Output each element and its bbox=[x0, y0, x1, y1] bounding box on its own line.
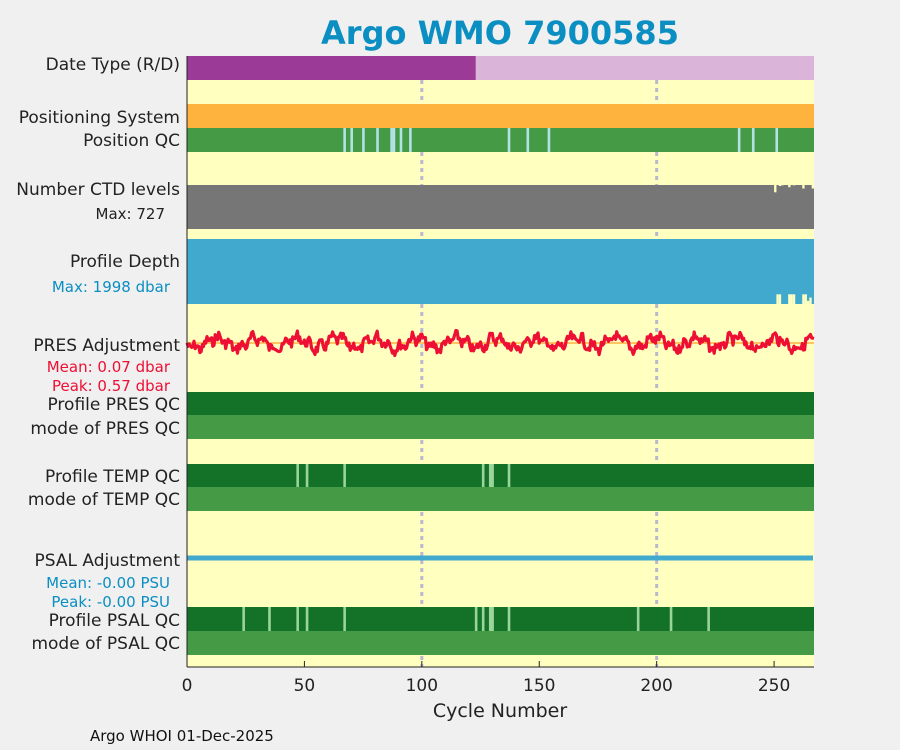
ctd-levels-dip bbox=[778, 183, 782, 186]
chart-title: Argo WMO 7900585 bbox=[321, 14, 679, 52]
label-profile-psal-qc: Profile PSAL QC bbox=[49, 611, 180, 631]
profile-psal-qc-mark bbox=[491, 607, 494, 631]
profile-depth-dip bbox=[802, 294, 805, 304]
label-mode-temp-qc: mode of TEMP QC bbox=[28, 490, 180, 510]
ctd-levels-dip bbox=[774, 183, 777, 193]
label-position-qc: Position QC bbox=[83, 131, 180, 151]
profile-temp-qc-mark bbox=[488, 464, 492, 487]
plot-background bbox=[187, 56, 814, 667]
position-qc-mark bbox=[390, 128, 393, 152]
position-qc-mark bbox=[362, 128, 365, 152]
x-axis: 0 50 100 150 200 250 bbox=[182, 56, 814, 696]
profile-depth-dip bbox=[804, 294, 807, 304]
position-qc-mark bbox=[547, 128, 551, 152]
position-qc-mark bbox=[376, 128, 379, 152]
profile-temp-qc-mark bbox=[296, 464, 299, 487]
x-tick-label: 50 bbox=[294, 676, 316, 696]
profile-psal-qc-mark bbox=[343, 607, 346, 631]
label-pres-mean: Mean: 0.07 dbar bbox=[47, 358, 171, 376]
x-axis-label: Cycle Number bbox=[433, 700, 567, 722]
profile-depth-dip bbox=[788, 294, 791, 304]
label-mode-psal-qc: mode of PSAL QC bbox=[31, 634, 180, 654]
x-tick-label: 0 bbox=[182, 676, 193, 696]
mode-temp-qc-bar bbox=[187, 487, 814, 511]
profile-temp-qc-mark bbox=[491, 464, 494, 487]
profile-psal-qc-mark bbox=[488, 607, 492, 631]
mode-psal-qc-bar bbox=[187, 631, 814, 655]
label-pres-peak: Peak: 0.57 dbar bbox=[52, 377, 171, 395]
label-mode-pres-qc: mode of PRES QC bbox=[30, 419, 180, 439]
label-psal-mean: Mean: -0.00 PSU bbox=[46, 574, 170, 592]
x-tick-label: 100 bbox=[406, 676, 438, 696]
ctd-levels-dip bbox=[811, 183, 814, 189]
label-psal-adjustment: PSAL Adjustment bbox=[35, 551, 181, 571]
position-qc-mark bbox=[409, 128, 412, 152]
profile-temp-qc-mark bbox=[305, 464, 309, 487]
profile-psal-qc-mark bbox=[669, 607, 673, 631]
profile-depth-dip bbox=[790, 294, 793, 304]
label-positioning-system: Positioning System bbox=[19, 108, 180, 128]
label-ctd-max: Max: 727 bbox=[96, 205, 165, 223]
profile-temp-qc-mark bbox=[507, 464, 511, 487]
ctd-levels-dip bbox=[792, 183, 796, 186]
profile-depth-dip bbox=[809, 297, 812, 304]
position-qc-mark bbox=[751, 128, 755, 152]
profile-depth-dip bbox=[778, 294, 782, 304]
profile-temp-qc-mark bbox=[343, 464, 346, 487]
profile-temp-qc-mark bbox=[481, 464, 485, 487]
profile-pres-qc-bar bbox=[187, 392, 814, 415]
ctd-levels-dip bbox=[806, 183, 810, 185]
position-qc-mark bbox=[507, 128, 511, 152]
label-profile-temp-qc: Profile TEMP QC bbox=[45, 467, 180, 487]
mode-pres-qc-bar bbox=[187, 415, 814, 439]
label-profile-pres-qc: Profile PRES QC bbox=[47, 395, 180, 415]
ctd-levels-dip bbox=[802, 183, 805, 189]
profile-depth-dip bbox=[776, 294, 779, 304]
profile-psal-qc-bar bbox=[187, 607, 814, 631]
profile-psal-qc-mark bbox=[474, 607, 478, 631]
x-tick-label: 200 bbox=[640, 676, 672, 696]
label-psal-peak: Peak: -0.00 PSU bbox=[51, 593, 170, 611]
position-qc-mark bbox=[775, 128, 779, 152]
label-ctd-levels: Number CTD levels bbox=[16, 180, 180, 200]
profile-psal-qc-mark bbox=[507, 607, 511, 631]
position-qc-mark bbox=[526, 128, 530, 152]
grid-lines bbox=[420, 56, 659, 667]
profile-depth-bars bbox=[187, 239, 814, 304]
footer-credit: Argo WHOI 01-Dec-2025 bbox=[90, 727, 274, 745]
data-rows bbox=[185, 56, 815, 655]
date-type-realtime-bar bbox=[187, 56, 476, 80]
ctd-levels-dip bbox=[788, 183, 791, 188]
profile-temp-qc-bar bbox=[187, 464, 814, 487]
position-qc-mark bbox=[343, 128, 346, 152]
profile-psal-qc-mark bbox=[707, 607, 710, 631]
x-tick-label: 150 bbox=[523, 676, 555, 696]
label-pres-adjustment: PRES Adjustment bbox=[33, 336, 180, 356]
pres-adjustment-line bbox=[185, 328, 815, 358]
profile-depth-dip bbox=[792, 294, 796, 304]
position-qc-mark bbox=[737, 128, 741, 152]
profile-psal-qc-mark bbox=[268, 607, 271, 631]
date-type-delayed-bar bbox=[475, 56, 814, 80]
position-qc-mark bbox=[350, 128, 353, 152]
profile-psal-qc-mark bbox=[305, 607, 309, 631]
ctd-levels-bars bbox=[187, 185, 814, 229]
profile-depth-dip bbox=[806, 300, 810, 304]
label-profile-depth: Profile Depth bbox=[70, 252, 180, 272]
profile-psal-qc-mark bbox=[636, 607, 640, 631]
position-qc-mark bbox=[392, 128, 396, 152]
profile-psal-qc-mark bbox=[481, 607, 485, 631]
profile-psal-qc-mark bbox=[242, 607, 245, 631]
x-tick-label: 250 bbox=[758, 676, 790, 696]
position-qc-bar bbox=[187, 128, 814, 152]
profile-psal-qc-mark bbox=[296, 607, 299, 631]
ctd-levels-dip bbox=[781, 183, 784, 186]
label-depth-max: Max: 1998 dbar bbox=[52, 278, 171, 296]
label-date-type: Date Type (R/D) bbox=[46, 55, 180, 75]
positioning-system-bar bbox=[187, 104, 814, 128]
position-qc-mark bbox=[399, 128, 403, 152]
